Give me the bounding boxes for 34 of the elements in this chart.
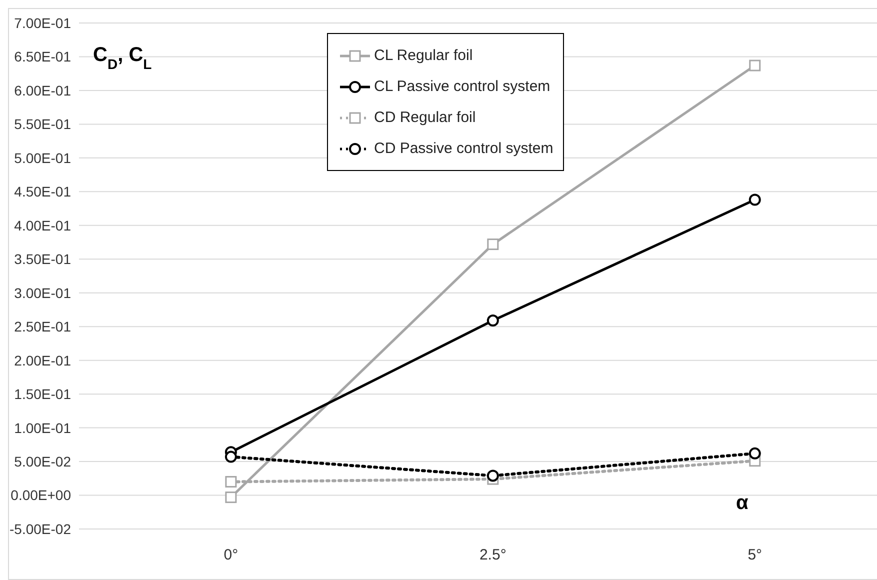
y-axis-title: C$_{D}$, C$_{L}$ [93, 44, 152, 72]
y-tick-label: 6.50E-01 [14, 48, 72, 65]
point [748, 447, 761, 460]
y-tick-label: 2.50E-01 [14, 318, 72, 335]
y-tick-label: 2.00E-01 [14, 352, 72, 368]
y-tick-label: 5.00E-01 [14, 150, 72, 166]
y-tick-label: 3.50E-01 [14, 251, 72, 268]
legend-label: CL Regular foil [374, 47, 473, 64]
point [487, 238, 499, 250]
y-tick-label: 1.50E-01 [14, 386, 72, 402]
y-tick-label: 4.00E-01 [14, 217, 72, 234]
legend-label: CD Regular foil [374, 109, 476, 126]
x-tick-label: 2.5° [479, 546, 506, 564]
point [748, 194, 761, 206]
y-tick-label: 5.50E-01 [14, 116, 72, 132]
point [225, 492, 237, 504]
y-tick-label: 3.00E-01 [14, 284, 72, 301]
y-tick-label: 5.00E-02 [14, 454, 72, 470]
y-tick-label: -5.00E-02 [10, 520, 72, 537]
x-tick-label: 5° [748, 546, 762, 564]
point [749, 60, 761, 72]
point [486, 470, 499, 482]
point [486, 314, 499, 327]
legend-label: CL Passive control system [374, 78, 550, 95]
y-tick-label: 6.00E-01 [14, 82, 72, 98]
legend-label: CD Passive control system [374, 140, 554, 157]
point [224, 450, 237, 463]
y-tick-label: 0.00E+00 [10, 487, 72, 504]
point [225, 476, 237, 488]
x-tick-label: 0° [224, 546, 238, 564]
y-tick-label: 7.00E-01 [14, 14, 72, 31]
x-axis-title: α [736, 492, 749, 514]
y-tick-label: 4.50E-01 [14, 184, 72, 200]
y-tick-label: 1.00E-01 [14, 420, 72, 436]
